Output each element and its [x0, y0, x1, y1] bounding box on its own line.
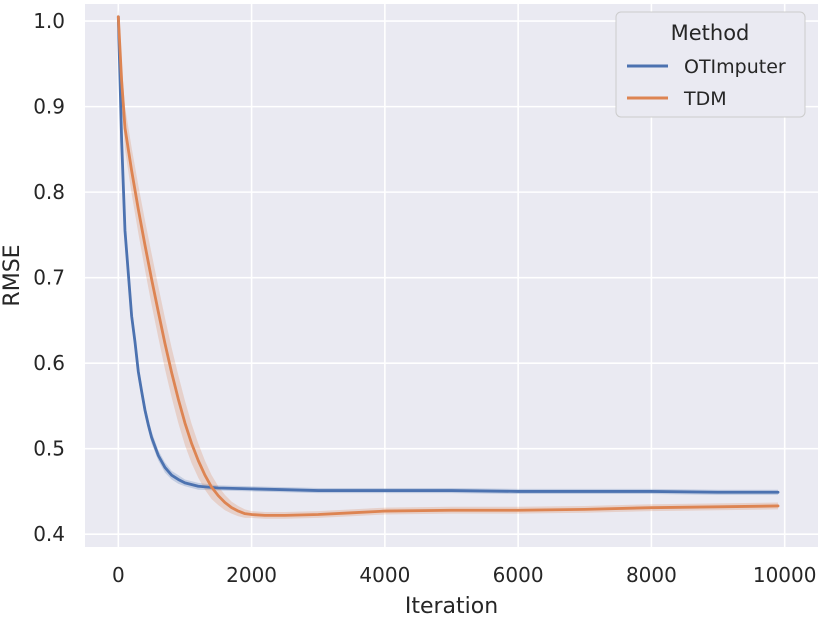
y-tick-labels: 0.4 0.5 0.6 0.7 0.8 0.9 1.0	[33, 9, 65, 546]
y-axis-label: RMSE	[0, 244, 25, 306]
x-tick-label: 10000	[753, 563, 817, 587]
x-tick-labels: 0 2000 4000 6000 8000 10000	[112, 563, 817, 587]
x-tick-label: 8000	[626, 563, 677, 587]
x-axis-label: Iteration	[405, 594, 498, 617]
y-tick-label: 0.4	[33, 522, 65, 546]
x-tick-label: 0	[112, 563, 125, 587]
y-tick-label: 0.8	[33, 180, 65, 204]
y-tick-label: 0.6	[33, 351, 65, 375]
y-tick-label: 1.0	[33, 9, 65, 33]
series-line-otimputer	[116, 15, 780, 494]
x-tick-label: 2000	[226, 563, 277, 587]
series-line-tdm	[116, 15, 780, 517]
legend: Method OTImputer TDM	[615, 11, 806, 118]
legend-title: Method	[671, 21, 750, 45]
legend-box	[615, 11, 806, 118]
y-tick-label: 0.7	[33, 266, 65, 290]
x-tick-label: 6000	[493, 563, 544, 587]
x-tick-label: 4000	[359, 563, 410, 587]
series-lines	[116, 15, 780, 517]
y-tick-label: 0.5	[33, 437, 65, 461]
legend-label-otimputer: OTImputer	[684, 56, 786, 78]
legend-label-tdm: TDM	[683, 88, 727, 110]
y-tick-label: 0.9	[33, 95, 65, 119]
grid-lines	[85, 4, 818, 547]
